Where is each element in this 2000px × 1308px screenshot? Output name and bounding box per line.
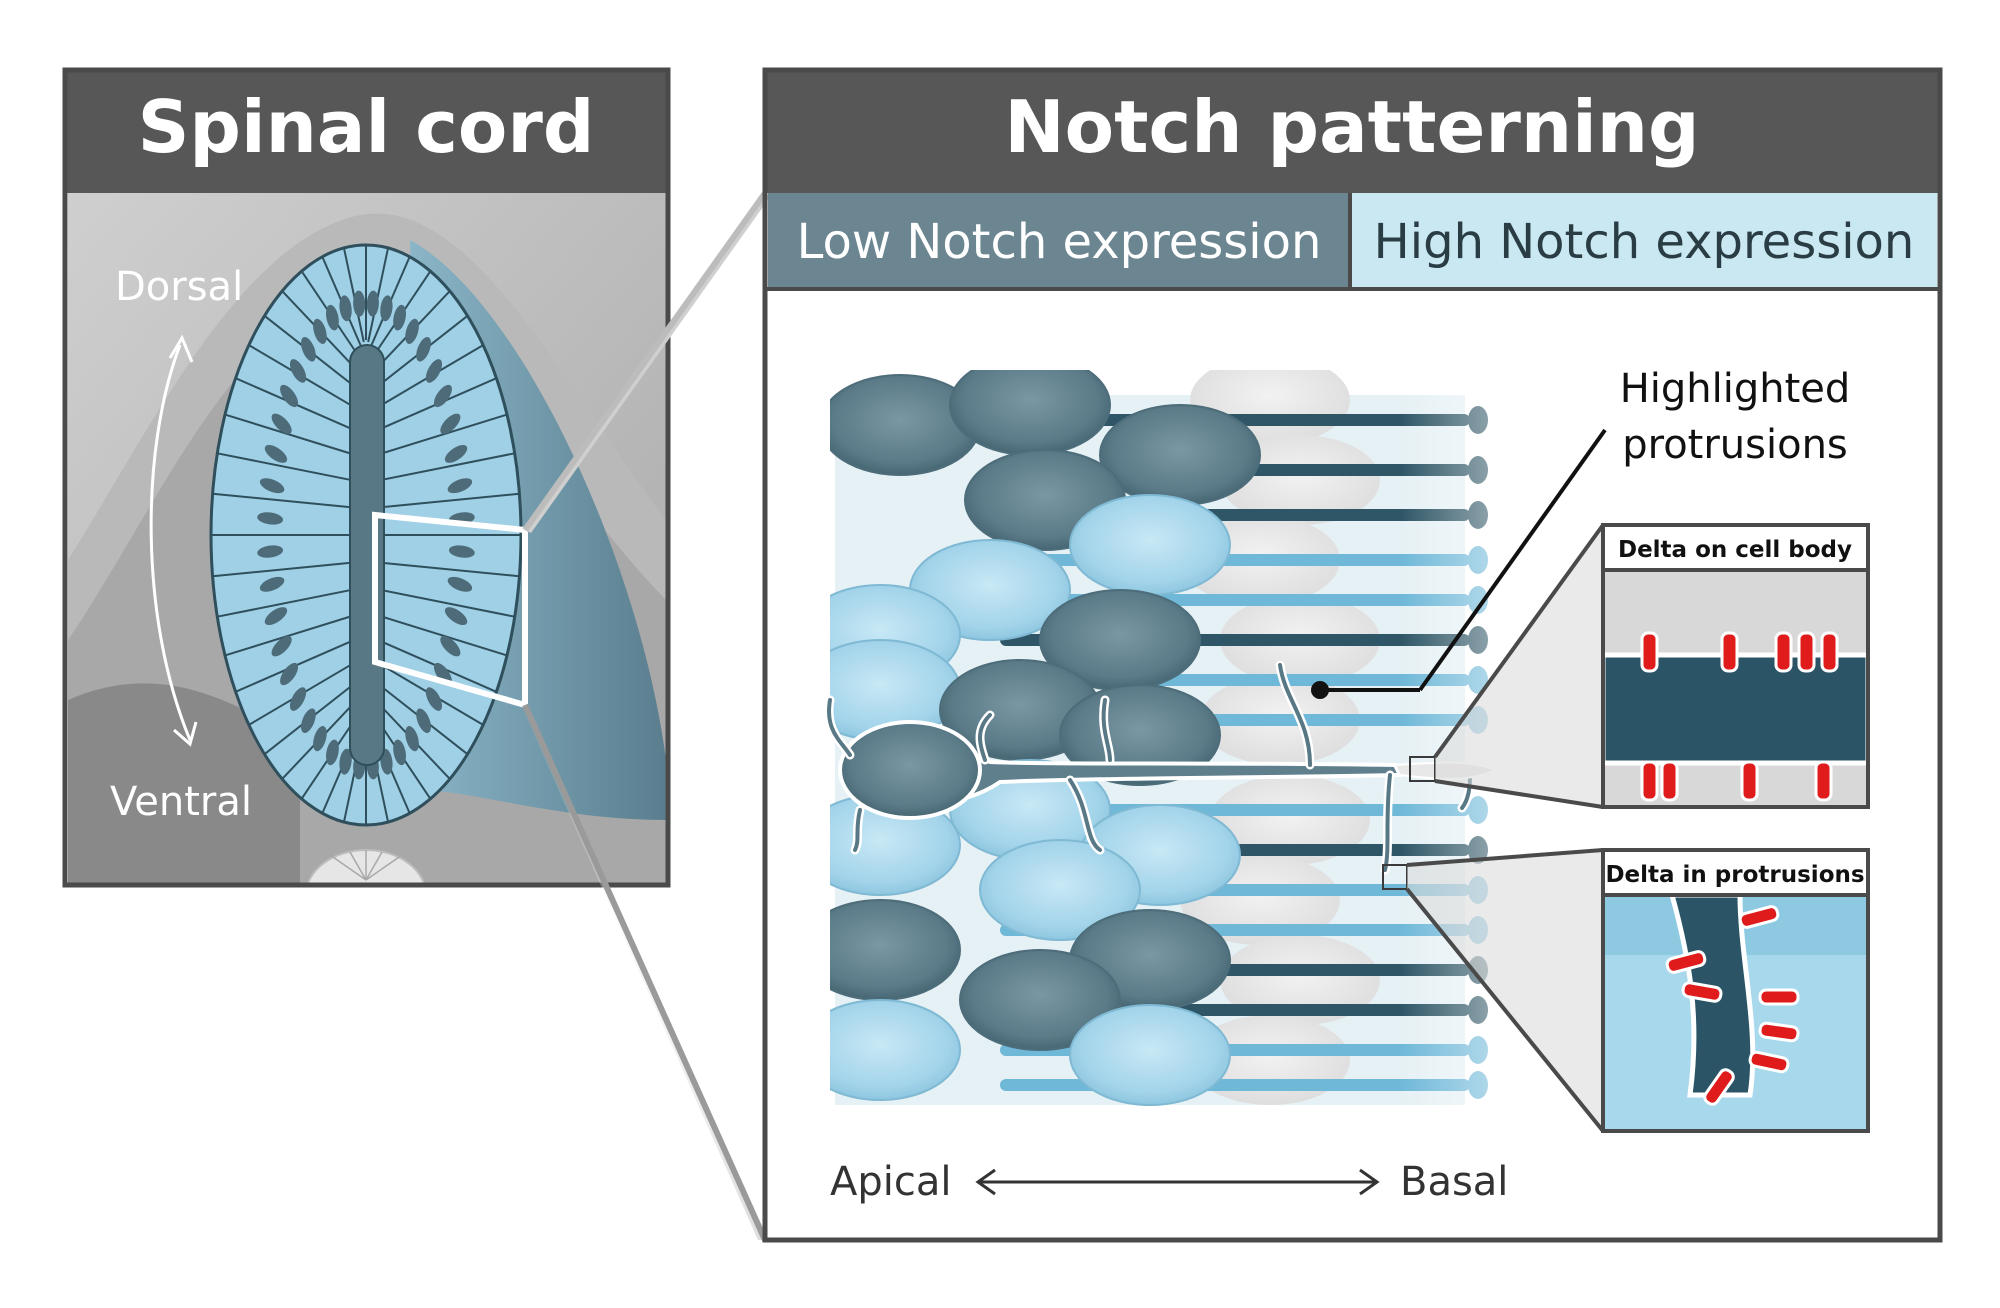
cord-cell-nucleus (257, 545, 284, 558)
cord-cell-nucleus (380, 295, 393, 322)
faded-cell (1220, 935, 1380, 1025)
notch-panel: Notch patterning Low Notch expression Hi… (762, 67, 1943, 1243)
legend-low-swatch (768, 193, 1350, 289)
spinal-cord-title: Spinal cord (138, 85, 595, 169)
cord-cell-nucleus (440, 413, 461, 435)
low-notch-cell (949, 370, 1111, 456)
cord-cell-nucleus (301, 337, 316, 362)
cord-cell-boundary (367, 247, 390, 343)
cord-cell-nucleus (405, 318, 419, 344)
spinal-cord-frame (62, 67, 671, 888)
notochord (306, 849, 426, 885)
central-canal (349, 344, 385, 766)
callout-line-1: Highlighted (1620, 366, 1851, 412)
delta-marks-protrusion (1665, 905, 1800, 1106)
cord-cell-nucleus (433, 662, 452, 686)
cord-cell-nucleus (280, 662, 299, 686)
cord-cell-nucleus (264, 607, 288, 625)
cord-cell-boundary (217, 588, 352, 618)
callout-line-2: protrusions (1622, 422, 1848, 468)
legend-low-label: Low Notch expression (797, 214, 1322, 270)
low-notch-cell (830, 899, 961, 1001)
cord-cell-nucleus (447, 478, 473, 494)
cord-cell-nucleus (393, 304, 406, 331)
cord-cell-nucleus (448, 545, 475, 558)
cord-cell-nucleus (326, 304, 339, 331)
high-notch-cell (1069, 494, 1231, 596)
cord-cell-nucleus (313, 318, 327, 344)
cord-cell-boundary (342, 247, 365, 343)
dorsal-label: Dorsal (115, 264, 243, 310)
inset-delta-on-cell-body (1601, 523, 1870, 809)
high-notch-cell (830, 999, 961, 1101)
inset-delta-in-protrusions (1601, 848, 1870, 1133)
cord-cell-boundary (224, 615, 353, 657)
notch-title: Notch patterning (1004, 85, 1699, 169)
cord-cell-nucleus (280, 384, 299, 408)
spinal-cord-header (65, 70, 668, 193)
cord-cell-nucleus (301, 708, 316, 733)
cord-cell-boundary (379, 413, 508, 455)
high-notch-cell (979, 839, 1141, 941)
inset-top-title: Delta on cell body (1618, 537, 1852, 563)
cord-cell-boundary (212, 561, 351, 578)
cord-cell-nucleus (313, 726, 327, 752)
inset-connectors (1405, 523, 1605, 1133)
inset-bottom-title: Delta in protrusions (1605, 862, 1864, 888)
cord-cell-nucleus (405, 726, 419, 752)
cord-cell-nucleus (271, 635, 292, 657)
cord-cell-nucleus (259, 576, 285, 592)
cord-cell-nucleus (366, 290, 379, 317)
spinal-cord-illustration (68, 193, 666, 885)
delta-marks-cell-body (1640, 631, 1839, 802)
cord-cell-nucleus (416, 708, 431, 733)
cord-cell-nucleus (416, 337, 431, 362)
cord-cell-nucleus (444, 607, 468, 625)
cord-cell-boundary (381, 492, 520, 509)
cell-process (1000, 554, 1470, 566)
faded-cell (1210, 775, 1370, 865)
cord-cell-nucleus (447, 576, 473, 592)
cord-cell-nucleus (271, 413, 292, 435)
apical-label: Apical (830, 1159, 951, 1205)
dorsal-ventral-arrow (149, 344, 192, 741)
cord-cell-boundary (379, 615, 508, 657)
cell-field (830, 370, 1510, 1110)
high-notch-cell (1069, 1004, 1231, 1106)
cord-cell-nucleus (257, 512, 284, 525)
cord-cell-nucleus (289, 359, 307, 383)
cord-cell-boundary (224, 413, 353, 455)
cord-cell-nucleus (444, 445, 468, 463)
cord-cell-nucleus (425, 687, 443, 711)
cord-cell-nucleus (259, 478, 285, 494)
cord-cell-nucleus (425, 359, 443, 383)
cord-cell-boundary (212, 492, 351, 509)
cord-cell-nucleus (339, 748, 352, 775)
zoom-connector (520, 191, 770, 1242)
legend-high-swatch (1350, 193, 1937, 289)
ventral-label: Ventral (110, 779, 252, 825)
notch-header (765, 70, 1940, 193)
cord-cell-nucleus (289, 687, 307, 711)
cord-cell-nucleus (353, 290, 366, 317)
cord-cell-boundary (381, 561, 520, 578)
spinal-cord-panel: Spinal cord (62, 67, 671, 888)
protrusion-callout (1311, 428, 1607, 699)
cord-cell-boundary (380, 588, 515, 618)
cord-cell-nucleus (326, 739, 339, 766)
cord-cell-nucleus (264, 445, 288, 463)
basal-label: Basal (1400, 1159, 1508, 1205)
legend-high-label: High Notch expression (1374, 214, 1915, 270)
cord-cell-nucleus (339, 295, 352, 322)
cord-cell-boundary (217, 452, 352, 482)
notch-frame (762, 67, 1943, 1243)
cord-cell-nucleus (433, 384, 452, 408)
cord-cell-nucleus (393, 739, 406, 766)
cord-cell-boundary (380, 452, 515, 482)
apical-basal-arrow (975, 1168, 1380, 1196)
low-notch-cell (959, 949, 1121, 1051)
cell-process (1000, 1079, 1470, 1091)
cord-cell-nucleus (440, 635, 461, 657)
